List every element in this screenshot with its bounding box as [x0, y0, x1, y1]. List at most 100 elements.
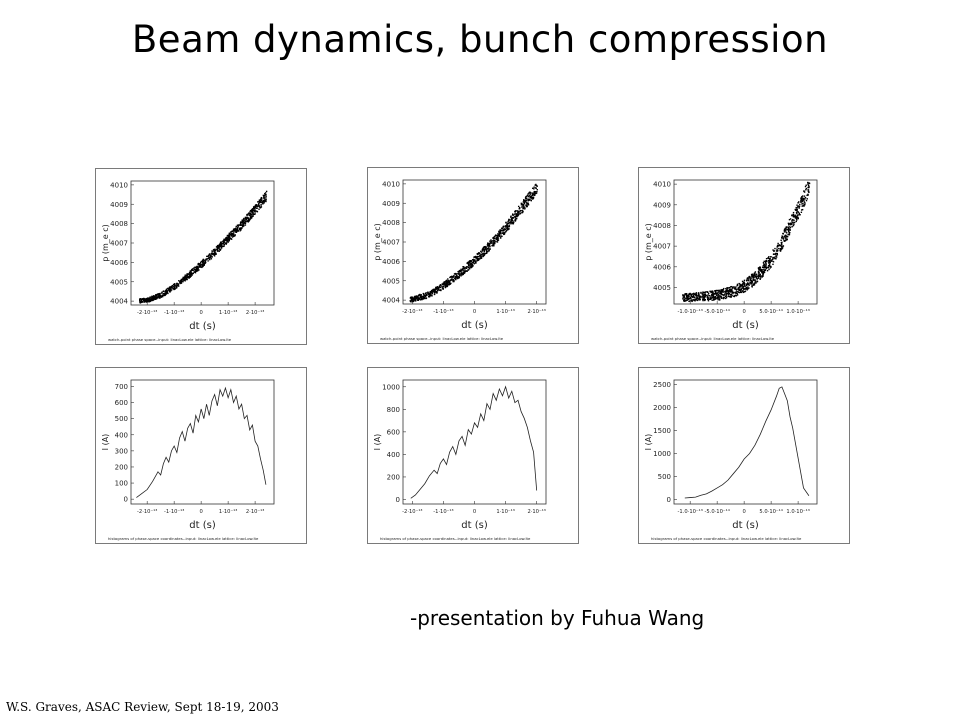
data-point [706, 296, 708, 299]
data-point [807, 183, 809, 186]
data-point [149, 299, 151, 302]
data-point [492, 242, 494, 245]
data-point [448, 281, 451, 283]
data-point [683, 299, 686, 301]
data-point [474, 259, 476, 261]
data-point [504, 231, 506, 233]
data-point [465, 270, 467, 272]
data-point [143, 298, 146, 300]
data-point [241, 220, 244, 223]
chart-svg: -1.0·10⁻¹³ -5.0·10⁻¹⁴ 0 5.0·10⁻¹⁴ 1.0·10⁻¹³4… [644, 179, 818, 341]
data-point [219, 243, 221, 245]
data-point [193, 271, 195, 273]
data-point [161, 291, 163, 293]
data-point [247, 219, 250, 221]
data-point [483, 248, 485, 251]
data-point [484, 248, 487, 250]
data-point [263, 197, 265, 199]
data-point [492, 237, 494, 239]
y-tick-label: 4004 [110, 298, 128, 306]
y-tick-label: 2500 [653, 381, 671, 389]
series-line [136, 386, 267, 498]
data-point [220, 246, 222, 248]
data-point [738, 285, 741, 287]
data-point [244, 220, 247, 223]
data-point [525, 199, 528, 201]
data-point [787, 227, 790, 229]
data-point [686, 295, 688, 297]
data-point [439, 289, 441, 292]
data-point [156, 296, 158, 299]
data-point [788, 232, 790, 234]
data-point [720, 296, 722, 298]
data-point [412, 300, 414, 302]
data-point [432, 290, 434, 293]
data-point [214, 251, 216, 253]
data-point [251, 209, 254, 212]
y-tick-label: 4008 [382, 219, 400, 227]
data-point [218, 250, 220, 252]
data-point [178, 280, 180, 282]
data-point [234, 230, 237, 232]
data-point [702, 292, 704, 294]
data-point [796, 207, 798, 209]
data-point [217, 244, 219, 247]
data-point [752, 284, 755, 286]
data-point [688, 300, 691, 302]
data-point [154, 298, 156, 300]
data-point [732, 286, 734, 288]
x-tick-label: 1·10⁻¹³ [219, 310, 237, 316]
data-point [687, 297, 689, 300]
data-point [243, 222, 246, 224]
data-point [712, 296, 714, 298]
data-point [798, 206, 800, 208]
data-point [475, 256, 477, 259]
data-point [195, 269, 198, 271]
data-point [517, 205, 520, 208]
data-point [769, 261, 771, 264]
data-point [259, 200, 261, 202]
data-point [525, 204, 527, 206]
data-point [457, 276, 459, 278]
data-point [789, 229, 791, 231]
data-point [717, 293, 719, 295]
data-point [444, 284, 446, 286]
x-axis-label: dt (s) [461, 520, 488, 531]
data-point [719, 292, 722, 295]
data-point [225, 237, 227, 240]
data-point [512, 222, 514, 224]
data-point [755, 276, 758, 278]
data-point [728, 296, 731, 298]
data-point [536, 189, 538, 191]
data-point [499, 233, 502, 235]
data-point [695, 295, 698, 297]
data-point [147, 299, 150, 301]
data-point [732, 291, 735, 294]
data-point [453, 275, 455, 278]
y-tick-label: 4007 [110, 240, 128, 248]
data-point [427, 295, 430, 298]
data-point [218, 245, 221, 247]
data-point [777, 245, 779, 247]
data-point [152, 297, 155, 300]
data-point [497, 233, 499, 235]
data-point [216, 248, 218, 250]
data-point [458, 277, 461, 279]
data-point [721, 297, 723, 299]
data-point [452, 280, 455, 282]
data-point [526, 205, 528, 208]
data-point [801, 196, 803, 199]
slide-title: Beam dynamics, bunch compression [131, 18, 829, 61]
data-point [197, 266, 199, 269]
data-point [512, 222, 515, 225]
data-point [709, 296, 711, 299]
data-point [458, 270, 460, 272]
data-point [451, 275, 454, 278]
data-point [263, 196, 265, 198]
data-point [683, 300, 686, 302]
data-point [533, 188, 535, 190]
y-tick-label: 500 [115, 415, 128, 423]
data-point [740, 286, 742, 288]
data-point [534, 184, 536, 186]
data-point [527, 203, 530, 206]
